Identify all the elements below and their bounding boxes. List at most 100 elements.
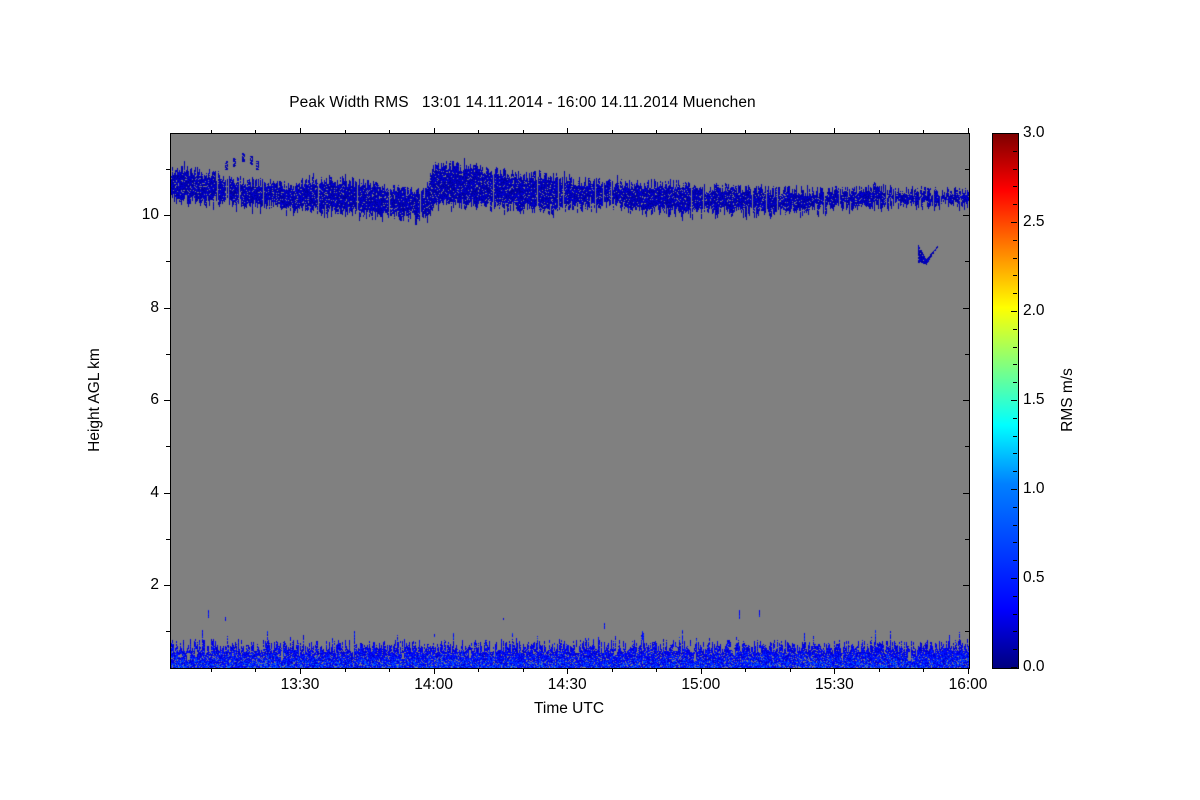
colorbar-minor-tick — [1013, 204, 1017, 206]
x-tick — [433, 668, 435, 674]
colorbar — [992, 133, 1019, 669]
y-tick-right — [963, 492, 969, 494]
colorbar-tick — [1011, 578, 1017, 579]
y-tick — [164, 585, 170, 586]
plot-area — [170, 133, 970, 669]
x-minor-tick-top — [923, 130, 925, 134]
colorbar-label: RMS m/s — [1059, 368, 1076, 432]
y-minor-tick — [166, 631, 170, 633]
colorbar-minor-tick — [1013, 631, 1017, 633]
colorbar-tick — [1011, 133, 1017, 134]
x-minor-tick-top — [522, 130, 524, 134]
colorbar-minor-tick — [1013, 542, 1017, 544]
page-title: Peak Width RMS 13:01 14.11.2014 - 16:00 … — [289, 94, 756, 111]
y-tick-right — [963, 400, 969, 401]
y-axis-label: Height AGL km — [86, 348, 103, 452]
y-minor-tick-right — [965, 353, 969, 355]
x-tick-label: 14:00 — [414, 676, 453, 693]
x-minor-tick — [478, 668, 480, 672]
y-tick — [164, 215, 170, 216]
heatmap-canvas — [171, 134, 969, 668]
colorbar-tick-label: 1.0 — [1023, 480, 1045, 497]
colorbar-tick — [1011, 489, 1017, 490]
x-tick-top — [567, 128, 569, 134]
colorbar-minor-tick — [1013, 364, 1017, 366]
colorbar-tick-label: 0.5 — [1023, 569, 1045, 586]
x-minor-tick-top — [789, 130, 791, 134]
colorbar-tick — [1011, 667, 1017, 668]
x-minor-tick — [878, 668, 880, 672]
y-tick-label: 2 — [150, 576, 159, 593]
y-tick-right — [963, 585, 969, 586]
colorbar-minor-tick — [1013, 453, 1017, 455]
colorbar-tick — [1011, 222, 1017, 223]
x-tick-top — [968, 128, 969, 134]
colorbar-minor-tick — [1013, 649, 1017, 651]
y-tick — [164, 307, 170, 309]
x-minor-tick-top — [389, 130, 391, 134]
x-minor-tick — [344, 668, 346, 672]
colorbar-minor-tick — [1013, 328, 1017, 330]
x-minor-tick-top — [210, 130, 212, 134]
x-minor-tick — [656, 668, 658, 672]
y-minor-tick-right — [965, 631, 969, 633]
x-tick — [968, 668, 969, 674]
colorbar-minor-tick — [1013, 471, 1017, 473]
colorbar-minor-tick — [1013, 239, 1017, 241]
colorbar-minor-tick — [1013, 435, 1017, 437]
colorbar-minor-tick — [1013, 524, 1017, 526]
colorbar-minor-tick — [1013, 560, 1017, 562]
colorbar-minor-tick — [1013, 275, 1017, 277]
colorbar-minor-tick — [1013, 293, 1017, 295]
x-tick-label: 16:00 — [948, 676, 988, 693]
x-minor-tick-top — [878, 130, 880, 134]
x-tick — [567, 668, 569, 674]
colorbar-minor-tick — [1013, 257, 1017, 259]
colorbar-minor-tick — [1013, 168, 1017, 170]
colorbar-tick-label: 1.5 — [1023, 391, 1045, 408]
x-tick — [700, 668, 702, 674]
y-tick-label: 4 — [150, 483, 159, 501]
y-minor-tick-right — [965, 446, 969, 448]
colorbar-minor-tick — [1013, 506, 1017, 508]
x-minor-tick — [255, 668, 257, 672]
y-minor-tick — [166, 261, 170, 263]
x-minor-tick — [522, 668, 524, 672]
colorbar-tick-label: 3.0 — [1023, 124, 1045, 141]
y-tick-right — [963, 215, 969, 216]
x-minor-tick — [611, 668, 613, 672]
y-minor-tick-right — [965, 538, 969, 540]
y-minor-tick — [166, 446, 170, 448]
x-tick-label: 15:00 — [681, 676, 721, 693]
x-tick-label: 14:30 — [547, 676, 587, 693]
y-minor-tick-right — [965, 168, 969, 170]
y-tick-label: 6 — [150, 391, 159, 408]
y-minor-tick — [166, 353, 170, 355]
colorbar-minor-tick — [1013, 417, 1017, 419]
y-tick — [164, 400, 170, 401]
colorbar-tick-label: 2.0 — [1023, 302, 1045, 319]
x-minor-tick-top — [656, 130, 658, 134]
x-minor-tick-top — [255, 130, 257, 134]
x-minor-tick — [923, 668, 925, 672]
colorbar-tick — [1011, 311, 1017, 312]
x-tick-top — [300, 128, 301, 134]
x-minor-tick-top — [611, 130, 613, 134]
x-minor-tick-top — [478, 130, 480, 134]
x-tick-top — [700, 128, 702, 134]
x-tick-top — [433, 128, 435, 134]
x-minor-tick — [210, 668, 212, 672]
colorbar-tick-label: 0.0 — [1023, 658, 1045, 675]
colorbar-minor-tick — [1013, 382, 1017, 384]
x-tick-label: 15:30 — [814, 676, 854, 693]
y-minor-tick-right — [965, 261, 969, 263]
colorbar-minor-tick — [1013, 346, 1017, 348]
y-minor-tick — [166, 538, 170, 540]
x-tick — [834, 668, 836, 674]
x-minor-tick — [389, 668, 391, 672]
colorbar-minor-tick — [1013, 613, 1017, 615]
x-tick-top — [834, 128, 836, 134]
x-tick — [300, 668, 301, 674]
y-tick-right — [963, 307, 969, 309]
